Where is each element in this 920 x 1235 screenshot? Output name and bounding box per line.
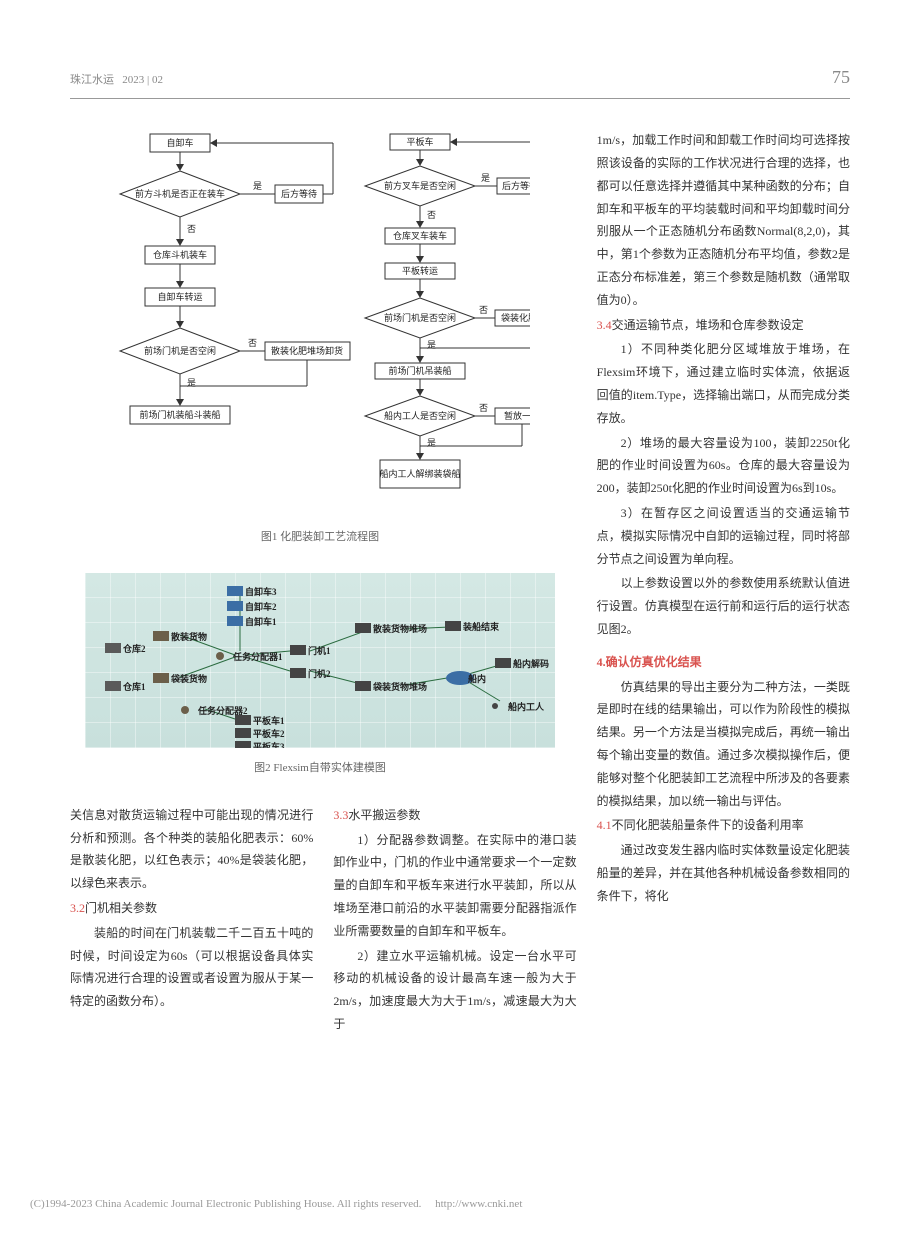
column-right: 1m/s，加载工作时间和卸载工作时间均可选择按照该设备的实际的工作状况进行合理的… <box>597 129 850 1038</box>
fc-label: 否 <box>427 210 436 220</box>
page-number: 75 <box>832 60 850 94</box>
fc-node: 船内工人是否空闲 <box>384 410 456 421</box>
paragraph: 2）堆场的最大容量设为100，装卸2250t化肥的作业时间设置为60s。仓库的最… <box>597 432 850 500</box>
fc-node: 仓库叉车装车 <box>393 230 447 241</box>
svg-text:任务分配器2: 任务分配器2 <box>197 705 248 716</box>
fc-node: 自卸车转运 <box>157 291 202 302</box>
fc-node: 平板转运 <box>402 265 438 276</box>
section-subheading: 3.2门机相关参数 <box>70 897 313 920</box>
fc-label: 否 <box>479 403 488 413</box>
svg-text:散装货物: 散装货物 <box>171 631 207 642</box>
figure-2: 自卸车3 自卸车2 自卸车1 散装货物仓库2 仓库1 袋装货物 任务分配器1 门机1 门机2 散装… <box>70 573 570 779</box>
svg-text:平板车1: 平板车1 <box>253 715 285 726</box>
fc-label: 否 <box>248 338 257 348</box>
fc-node: 仓库斗机装车 <box>153 249 207 260</box>
fc-node: 船内工人解绑装袋船 <box>379 468 460 479</box>
fc-node: 前方叉车是否空闲 <box>384 180 456 191</box>
svg-text:自卸车3: 自卸车3 <box>245 586 277 597</box>
fc-node: 后方等待 <box>502 180 530 191</box>
figure-1-caption: 图1 化肥装卸工艺流程图 <box>70 527 570 548</box>
footer: (C)1994-2023 China Academic Journal Elec… <box>0 1194 920 1215</box>
paragraph: 1）不同种类化肥分区域堆放于堆场，在Flexsim环境下，通过建立临时实体流，依… <box>597 338 850 429</box>
fc-node: 后方等待 <box>281 188 317 199</box>
svg-text:船内解码: 船内解码 <box>513 658 549 669</box>
svg-text:平板车3: 平板车3 <box>253 741 285 748</box>
fc-label: 是 <box>427 438 436 448</box>
paragraph: 以上参数设置以外的参数使用系统默认值进行设置。仿真模型在运行前和运行后的运行状态… <box>597 572 850 640</box>
journal-name: 珠江水运 <box>70 74 114 86</box>
paragraph: 1）分配器参数调整。在实际中的港口装卸作业中，门机的作业中通常要求一个一定数量的… <box>333 829 576 943</box>
flowchart-svg: 自卸车 前方斗机是否正在装车 是 后方等待 <box>70 129 530 509</box>
issue-number: 2023 | 02 <box>122 74 163 86</box>
fc-node: 平板车 <box>406 136 433 147</box>
svg-text:自卸车2: 自卸车2 <box>245 601 277 612</box>
fc-label: 是 <box>187 378 196 388</box>
journal-issue: 珠江水运 2023 | 02 <box>70 70 163 91</box>
fc-node: 前场门机是否空闲 <box>384 312 456 323</box>
svg-text:船内工人: 船内工人 <box>508 701 545 712</box>
section-subheading: 3.3水平搬运参数 <box>333 804 576 827</box>
fc-label: 是 <box>481 173 490 183</box>
section-heading: 4.确认仿真优化结果 <box>597 651 850 674</box>
svg-text:袋装货物堆场: 袋装货物堆场 <box>372 681 427 692</box>
fc-node: 前场门机是否空闲 <box>144 345 216 356</box>
fc-node: 散装化肥堆场卸货 <box>271 345 343 356</box>
fc-label: 是 <box>427 340 436 350</box>
svg-text:门机2: 门机2 <box>308 668 331 679</box>
paragraph: 仿真结果的导出主要分为二种方法，一类既是即时在线的结果输出，可以作为阶段性的模拟… <box>597 676 850 813</box>
column-left: 关信息对散货运输过程中可能出现的情况进行分析和预测。各个种类的装船化肥表示：60… <box>70 804 313 1038</box>
fc-node: 前场门机装船斗装船 <box>139 409 220 420</box>
fc-label: 否 <box>479 305 488 315</box>
simulation-diagram: 自卸车3 自卸车2 自卸车1 散装货物仓库2 仓库1 袋装货物 任务分配器1 门机1 门机2 散装… <box>85 573 555 748</box>
svg-text:袋装货物: 袋装货物 <box>170 673 207 684</box>
paragraph: 装船的时间在门机装载二千二百五十吨的时候，时间设定为60s（可以根据设备具体实际… <box>70 922 313 1013</box>
svg-text:散装货物堆场: 散装货物堆场 <box>373 623 427 634</box>
footer-url: http://www.cnki.net <box>435 1198 522 1210</box>
svg-text:仓库1: 仓库1 <box>122 681 146 692</box>
figure-2-caption: 图2 Flexsim自带实体建模图 <box>70 758 570 779</box>
fc-label: 是 <box>253 181 262 191</box>
paragraph: 1m/s，加载工作时间和卸载工作时间均可选择按照该设备的实际的工作状况进行合理的… <box>597 129 850 311</box>
fc-label: 否 <box>187 224 196 234</box>
paragraph: 关信息对散货运输过程中可能出现的情况进行分析和预测。各个种类的装船化肥表示：60… <box>70 804 313 895</box>
svg-text:任务分配器1: 任务分配器1 <box>232 651 283 662</box>
fc-node: 暂放一旁 <box>504 410 530 421</box>
paragraph: 3）在暂存区之间设置适当的交通运输节点，模拟实际情况中自卸的运输过程，同时将部分… <box>597 502 850 570</box>
fc-node: 前场门机吊装船 <box>388 365 451 376</box>
section-subheading: 3.4交通运输节点，堆场和仓库参数设定 <box>597 314 850 337</box>
section-subheading: 4.1不同化肥装船量条件下的设备利用率 <box>597 814 850 837</box>
svg-text:船内: 船内 <box>468 673 486 684</box>
fc-node: 前方斗机是否正在装车 <box>135 188 225 199</box>
svg-text:门机1: 门机1 <box>308 645 331 656</box>
figure-1: 自卸车 前方斗机是否正在装车 是 后方等待 <box>70 129 570 548</box>
svg-text:装船结束: 装船结束 <box>462 621 500 632</box>
fc-node: 袋装化肥堆场卸货 <box>501 312 530 323</box>
copyright-text: (C)1994-2023 China Academic Journal Elec… <box>30 1198 421 1210</box>
paragraph: 通过改变发生器内临时实体数量设定化肥装船量的差异，并在其他各种机械设备参数相同的… <box>597 839 850 907</box>
paragraph: 2）建立水平运输机械。设定一台水平可移动的机械设备的设计最高车速一般为大于2m/… <box>333 945 576 1036</box>
svg-text:自卸车1: 自卸车1 <box>245 616 277 627</box>
svg-text:仓库2: 仓库2 <box>122 643 146 654</box>
svg-text:平板车2: 平板车2 <box>253 728 285 739</box>
fc-node: 自卸车 <box>166 137 193 148</box>
column-middle: 3.3水平搬运参数 1）分配器参数调整。在实际中的港口装卸作业中，门机的作业中通… <box>333 804 576 1038</box>
